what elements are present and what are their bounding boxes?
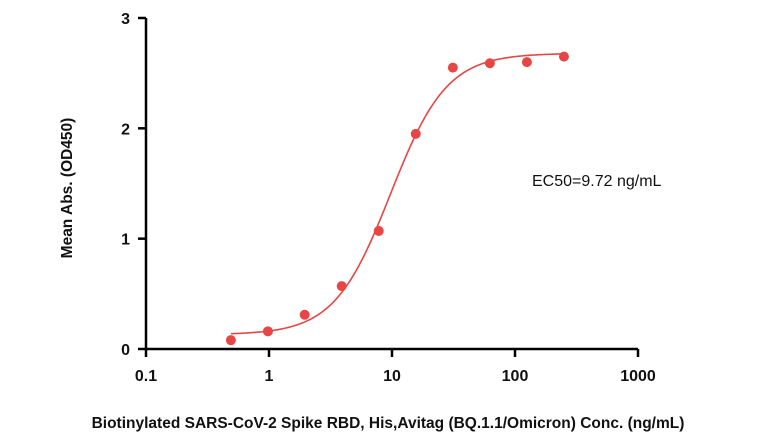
data-point <box>299 309 310 320</box>
data-point <box>336 281 347 292</box>
data-point <box>484 58 495 69</box>
fit-curve <box>230 53 564 335</box>
data-point <box>373 225 384 236</box>
data-point <box>447 62 458 73</box>
y-tick-label: 1 <box>121 232 130 249</box>
data-point <box>558 51 569 62</box>
data-points <box>225 51 569 346</box>
y-tick-label: 2 <box>121 121 130 138</box>
x-tick-label: 0.1 <box>135 368 157 385</box>
ec50-annotation: EC50=9.72 ng/mL <box>532 173 662 190</box>
data-point <box>225 335 236 346</box>
ticks: 0.1 1 10 100 1000 0 1 2 3 <box>121 11 656 385</box>
y-axis-title: Mean Abs. (OD450) <box>59 118 76 259</box>
x-tick-label: 10 <box>383 368 401 385</box>
x-tick-label: 1 <box>265 368 274 385</box>
x-tick-label: 1000 <box>620 368 656 385</box>
x-axis-title: Biotinylated SARS-CoV-2 Spike RBD, His,A… <box>92 415 685 432</box>
x-tick-label: 100 <box>502 368 529 385</box>
data-point <box>262 326 273 337</box>
y-tick-label: 3 <box>121 11 130 28</box>
data-point <box>410 128 421 139</box>
data-point <box>521 57 532 68</box>
y-tick-label: 0 <box>121 342 130 359</box>
